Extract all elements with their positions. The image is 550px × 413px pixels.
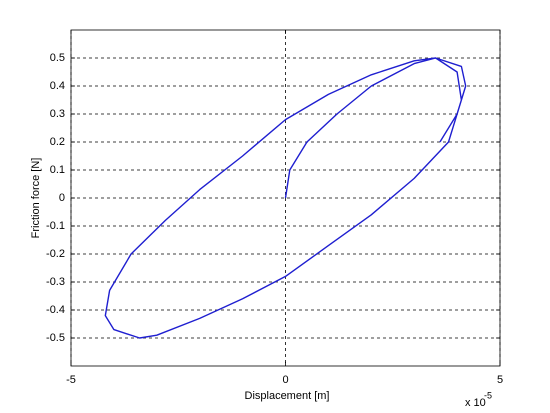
x-tick-label: -5 [66,374,76,386]
y-axis-label: Friction force [N] [30,158,42,239]
x-exponent-base: x 10 [465,397,486,409]
x-exponent: -5 [484,390,492,400]
y-tick-label: 0.5 [50,52,65,64]
y-tick-label: -0.2 [46,248,65,260]
y-tick-label: 0.4 [50,80,65,92]
y-tick-label: -0.1 [46,220,65,232]
y-tick-label: -0.3 [46,276,65,288]
x-tick-label: 0 [282,374,288,386]
y-tick-label: 0.2 [50,136,65,148]
y-tick-label: -0.5 [46,332,65,344]
x-tick-label: 5 [497,374,503,386]
data-line [104,57,467,339]
y-tick-label: 0.1 [50,164,65,176]
y-tick-label: 0 [59,192,65,204]
y-tick-label: 0.3 [50,108,65,120]
y-tick-label: -0.4 [46,304,65,316]
x-axis-label: Displacement [m] [245,390,330,402]
